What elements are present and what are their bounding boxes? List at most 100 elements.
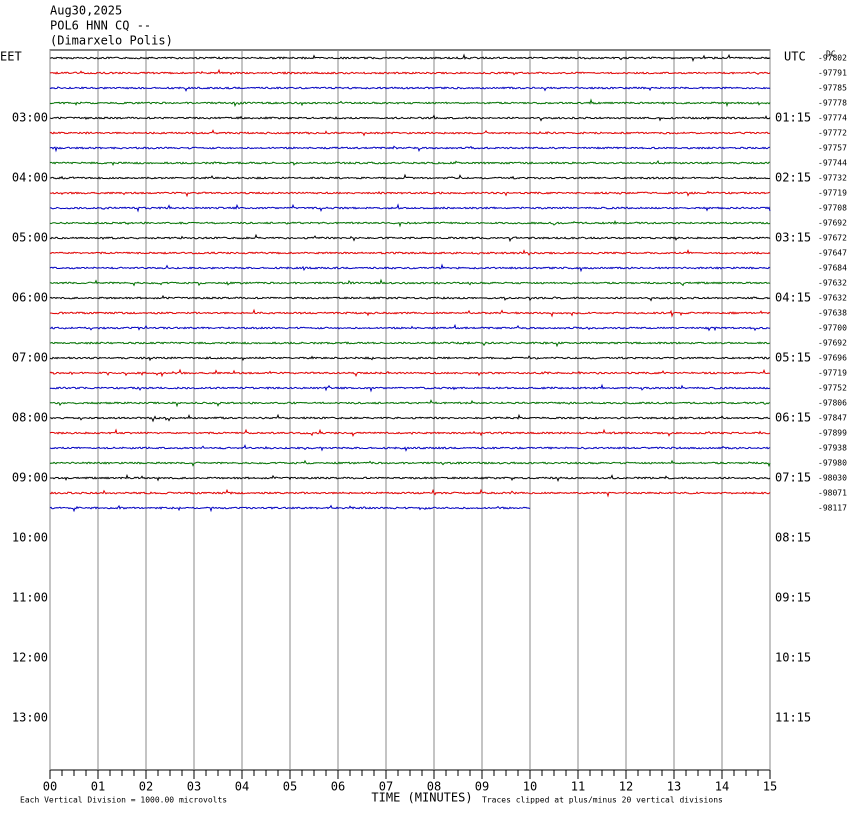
scale-note: Each Vertical Division = 1000.00 microvo… (20, 796, 227, 805)
trace-offset: -97774 (818, 114, 847, 123)
trace (49, 86, 771, 92)
left-hour-label: 11:00 (12, 591, 48, 605)
trace-offset: -97684 (818, 264, 847, 273)
trace-offset: -98117 (818, 504, 847, 513)
trace (49, 159, 770, 166)
trace-offset: -97700 (818, 324, 847, 333)
x-tick-label: 08 (427, 780, 441, 794)
trace (49, 399, 771, 408)
x-tick-label: 03 (187, 780, 201, 794)
x-tick-label: 02 (139, 780, 153, 794)
trace (49, 219, 771, 228)
right-hour-label: 01:15 (775, 111, 811, 125)
left-hour-label: 05:00 (12, 231, 48, 245)
trace (49, 278, 771, 287)
x-tick-label: 00 (43, 780, 57, 794)
trace-offset: -97791 (818, 69, 847, 78)
x-tick-label: 06 (331, 780, 345, 794)
dc-label: DC (826, 50, 836, 59)
trace (49, 233, 771, 243)
trace (49, 413, 771, 423)
trace (49, 53, 771, 63)
trace-offset: -97806 (818, 399, 847, 408)
trace-offset: -97778 (818, 99, 847, 108)
x-tick-label: 12 (619, 780, 633, 794)
left-hour-label: 04:00 (12, 171, 48, 185)
trace-offset: -97752 (818, 384, 847, 393)
trace-offset: -97899 (818, 429, 847, 438)
left-hour-label: 03:00 (12, 111, 48, 125)
trace (49, 114, 771, 122)
left-hour-label: 13:00 (12, 711, 48, 725)
trace (49, 459, 771, 468)
trace-offset: -97719 (818, 369, 847, 378)
x-tick-label: 04 (235, 780, 249, 794)
trace-offset: -97647 (818, 249, 847, 258)
right-hour-label: 10:15 (775, 651, 811, 665)
right-hour-label: 09:15 (775, 591, 811, 605)
trace (49, 203, 771, 213)
trace (49, 355, 771, 362)
trace-offset: -97696 (818, 354, 847, 363)
left-hour-label: 12:00 (12, 651, 48, 665)
trace (49, 308, 771, 318)
trace (49, 383, 771, 393)
trace (49, 263, 771, 273)
trace-offset: -97692 (818, 339, 847, 348)
right-hour-label: 07:15 (775, 471, 811, 485)
x-tick-label: 05 (283, 780, 297, 794)
trace (49, 190, 771, 198)
left-hour-label: 07:00 (12, 351, 48, 365)
trace-offset: -97732 (818, 174, 847, 183)
trace-offset: -97692 (818, 219, 847, 228)
left-hour-label: 09:00 (12, 471, 48, 485)
trace-offset: -97719 (818, 189, 847, 198)
left-hour-label: 06:00 (12, 291, 48, 305)
location: (Dimarxelo Polis) (50, 34, 173, 48)
trace-offset: -97632 (818, 279, 847, 288)
date: Aug30,2025 (50, 4, 122, 18)
right-hour-label: 04:15 (775, 291, 811, 305)
trace (49, 368, 771, 378)
x-tick-label: 14 (715, 780, 729, 794)
trace (49, 68, 771, 76)
trace-offset: -98071 (818, 489, 847, 498)
trace-offset: -97802 (818, 54, 847, 63)
right-zone: UTC (784, 50, 806, 64)
right-hour-label: 02:15 (775, 171, 811, 185)
trace (49, 249, 771, 256)
station: POL6 HNN CQ -- (50, 19, 151, 33)
x-tick-label: 11 (571, 780, 585, 794)
trace-offset: -97672 (818, 234, 847, 243)
x-axis-title: TIME (MINUTES) (371, 791, 472, 805)
trace-offset: -97785 (818, 84, 847, 93)
left-hour-label: 10:00 (12, 531, 48, 545)
trace-offset: -97980 (818, 459, 847, 468)
trace-offset: -97938 (818, 444, 847, 453)
x-tick-label: 13 (667, 780, 681, 794)
x-tick-label: 09 (475, 780, 489, 794)
trace-offset: -97638 (818, 309, 847, 318)
trace (50, 473, 771, 482)
right-hour-label: 05:15 (775, 351, 811, 365)
trace (49, 129, 771, 137)
trace-offset: -98030 (818, 474, 847, 483)
left-hour-label: 08:00 (12, 411, 48, 425)
trace (49, 341, 771, 348)
x-tick-label: 15 (763, 780, 777, 794)
trace-offset: -97744 (818, 159, 847, 168)
right-hour-label: 08:15 (775, 531, 811, 545)
trace-offset: -97708 (818, 204, 847, 213)
right-hour-label: 06:15 (775, 411, 811, 425)
x-tick-label: 07 (379, 780, 393, 794)
trace (49, 504, 531, 513)
right-hour-label: 03:15 (775, 231, 811, 245)
trace (49, 488, 771, 498)
trace (49, 323, 771, 332)
trace (50, 173, 771, 180)
trace-offset: -97847 (818, 414, 847, 423)
trace-offset: -97772 (818, 129, 847, 138)
trace (49, 145, 771, 153)
